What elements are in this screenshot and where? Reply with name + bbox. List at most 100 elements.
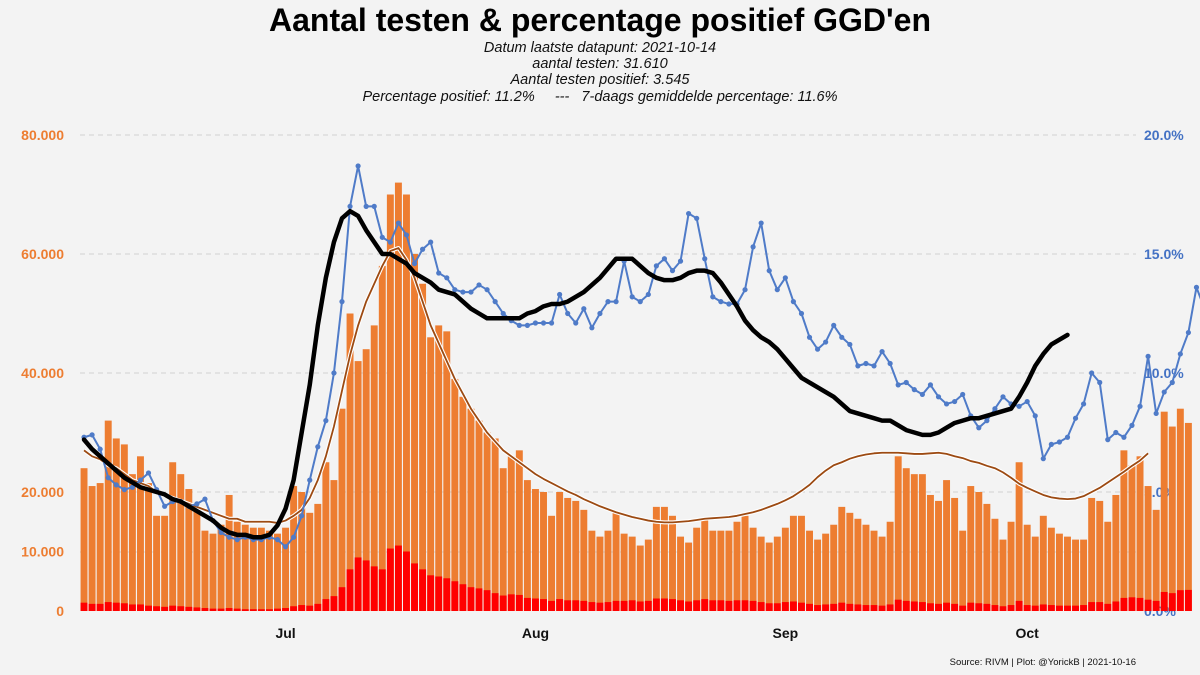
pct-positive-point <box>831 322 837 328</box>
positive-bar <box>685 601 693 611</box>
pct-positive-point <box>919 391 925 398</box>
tests-bar <box>386 194 394 611</box>
left-axis-tick-label: 10.000 <box>21 544 64 560</box>
pct-positive-point <box>1185 329 1191 336</box>
pct-positive-point <box>492 299 498 305</box>
positive-bar <box>669 599 676 611</box>
tests-bar <box>136 456 144 611</box>
positive-bar <box>419 569 427 611</box>
pct-positive-point <box>387 239 393 245</box>
positive-bar <box>975 603 983 611</box>
pct-positive-point <box>597 310 603 317</box>
tests-bar <box>814 539 822 611</box>
tests-bar <box>838 506 846 611</box>
tests-bar <box>660 506 668 611</box>
pct-positive-point <box>863 360 869 367</box>
tests-bar <box>1080 539 1088 611</box>
tests-bar <box>1015 462 1023 611</box>
positive-bar <box>741 600 749 611</box>
tests-bar <box>306 512 314 611</box>
tests-bar <box>854 518 862 611</box>
positive-bar <box>789 601 797 611</box>
positive-bar <box>540 599 547 611</box>
pct-positive-point <box>460 289 466 295</box>
positive-bar <box>951 603 959 611</box>
positive-bar <box>1160 591 1168 611</box>
tests-bar <box>177 474 185 611</box>
tests-bar <box>588 530 596 611</box>
pct-positive-point <box>758 220 764 226</box>
tests-bar <box>467 408 475 611</box>
tests-bar <box>370 325 378 611</box>
positive-bar <box>620 600 628 611</box>
positive-bar <box>145 605 152 611</box>
positive-bar <box>1064 605 1071 611</box>
pct-positive-point <box>436 270 442 276</box>
tests-bar <box>564 497 572 611</box>
positive-bar <box>693 600 701 611</box>
pct-positive-point <box>1105 437 1111 443</box>
positive-bar <box>225 608 233 611</box>
positive-bar <box>1055 605 1063 611</box>
pct-positive-point <box>774 287 780 293</box>
positive-bar <box>411 563 419 611</box>
tests-bar <box>330 480 338 611</box>
pct-positive-point <box>323 418 329 424</box>
pct-positive-point <box>645 291 651 298</box>
pct-positive-point <box>1145 353 1151 359</box>
pct-positive-point <box>710 294 716 300</box>
positive-bar <box>612 600 620 611</box>
tests-bar <box>1128 465 1136 611</box>
pct-positive-point <box>855 363 861 369</box>
pct-positive-point <box>1177 351 1183 357</box>
positive-bar <box>451 581 459 611</box>
pct-positive-point <box>1153 410 1159 417</box>
pct-positive-points <box>81 163 1200 550</box>
positive-bar <box>725 600 733 611</box>
positive-bar <box>515 594 523 611</box>
positive-bar <box>153 606 161 611</box>
tests-bar <box>975 492 983 611</box>
pct-positive-point <box>403 232 410 238</box>
pct-positive-point <box>1081 401 1087 407</box>
pct-positive-point <box>887 360 893 367</box>
pct-positive-point <box>1169 379 1175 386</box>
tests-bar <box>1112 494 1120 611</box>
pct-positive-point <box>355 163 361 169</box>
pct-positive-point <box>113 482 119 488</box>
tests-bar <box>620 533 628 611</box>
positive-bar <box>120 603 128 611</box>
pct-positive-point <box>218 529 224 536</box>
right-axis-tick-label: 20.0% <box>1144 127 1184 143</box>
positive-bar <box>193 607 201 611</box>
pct-positive-point <box>895 382 901 388</box>
tests-bar <box>120 444 128 611</box>
pct-positive-point <box>1121 434 1127 440</box>
tests-bars <box>80 182 1192 611</box>
pct-positive-point <box>194 501 200 507</box>
positive-bar <box>709 600 717 611</box>
tests-bar <box>757 536 765 611</box>
pct-7d-avg-line <box>81 208 1070 540</box>
positive-bar <box>491 593 499 611</box>
positive-bar <box>443 578 451 611</box>
positive-bar <box>209 608 217 611</box>
tests-bar <box>322 462 330 611</box>
subtitle-line-percentage: Percentage positief: 11.2% --- 7-daags g… <box>362 89 838 105</box>
positive-bar <box>926 603 934 611</box>
pct-positive-point <box>452 287 458 293</box>
positive-bar <box>233 608 241 611</box>
positive-bar <box>217 608 225 611</box>
positive-bar <box>580 600 588 611</box>
tests-bar <box>935 500 942 611</box>
pct-positive-point <box>694 215 700 221</box>
tests-bar <box>789 515 797 611</box>
tests-bar <box>652 506 660 611</box>
tests-bar <box>201 530 209 611</box>
positive-bar <box>1136 597 1144 611</box>
positive-bar <box>88 603 96 611</box>
tests-bar <box>451 378 459 611</box>
pct-positive-point <box>129 484 135 490</box>
positive-bar <box>854 604 862 611</box>
pct-positive-point <box>677 258 684 264</box>
